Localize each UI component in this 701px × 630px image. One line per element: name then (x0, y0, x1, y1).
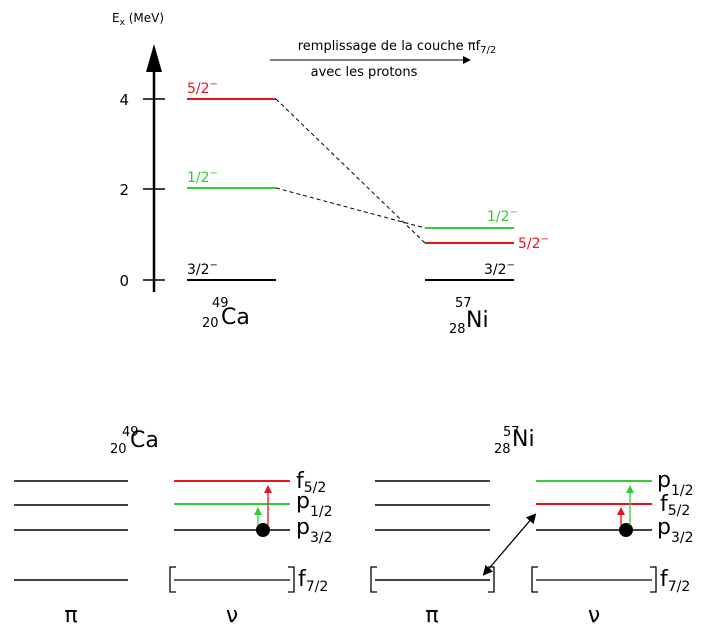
svg-text:Ni: Ni (512, 427, 535, 452)
svg-text:28: 28 (494, 442, 511, 457)
dashed-link-5-2 (275, 98, 426, 244)
filling-arrow-caption-line1: remplissage de la couche πf7/2 (298, 39, 497, 56)
ca-level-5-2-label: 5/2− (187, 79, 218, 97)
nucleus-label-ni-top: 57 28 Ni (449, 296, 489, 337)
ni-orbital-label-f72: f7/2 (660, 567, 690, 595)
svg-text:20: 20 (110, 442, 127, 457)
ni-orbital-label-f52: f5/2 (660, 492, 690, 519)
nucleus-label-ca-bottom: 49 20 Ca (110, 425, 159, 457)
dashed-link-1-2 (275, 187, 426, 229)
svg-text:Ca: Ca (221, 305, 250, 330)
energy-axis (143, 44, 165, 292)
ni-orbital-label-p12: p1/2 (657, 468, 694, 499)
ni-neutron-nu-label: ν (588, 603, 600, 628)
ni-neutron-particle (619, 523, 633, 537)
ca-proton-levels (14, 480, 128, 581)
filling-arrow-caption-line2: avec les protons (311, 65, 418, 80)
energy-axis-label: Ex (MeV) (112, 11, 164, 28)
svg-text:Ca: Ca (130, 428, 159, 453)
ca-neutron-f72-level (169, 566, 295, 593)
ni-level-3-2-label: 3/2− (484, 260, 515, 278)
ni-level-1-2-label: 1/2− (487, 207, 518, 225)
tick-label-0: 0 (119, 272, 129, 290)
svg-text:20: 20 (202, 316, 219, 331)
ca-neutron-particle (256, 523, 270, 537)
svg-text:49: 49 (212, 296, 229, 311)
nucleus-label-ca-top: 49 20 Ca (202, 296, 250, 331)
ca-orbital-label-p12: p1/2 (296, 489, 333, 520)
nucleus-label-ni-bottom: 57 28 Ni (494, 425, 535, 457)
tick-label-4: 4 (119, 91, 129, 109)
ni-orbital-label-p32: p3/2 (657, 515, 694, 546)
svg-text:28: 28 (449, 322, 466, 337)
ni-level-5-2-label: 5/2− (518, 234, 549, 252)
svg-text:57: 57 (503, 425, 520, 440)
ca-proton-pi-label: π (64, 603, 77, 628)
ni-proton-neutron-arrow (482, 513, 537, 576)
ca-orbital-label-f72: f7/2 (298, 567, 328, 595)
svg-text:Ni: Ni (466, 308, 489, 333)
tick-label-2: 2 (119, 181, 129, 199)
ni-proton-levels (370, 480, 495, 593)
ca-level-1-2-label: 1/2− (187, 168, 218, 186)
ca-orbital-label-p32: p3/2 (296, 515, 333, 546)
svg-text:57: 57 (455, 296, 472, 311)
svg-text:49: 49 (122, 425, 139, 440)
ni-neutron-f72-level (531, 566, 657, 593)
ca-neutron-nu-label: ν (226, 603, 238, 628)
ca-orbital-label-f52: f5/2 (296, 469, 326, 496)
ca-level-3-2-label: 3/2− (187, 260, 218, 278)
ni-proton-pi-label: π (425, 603, 438, 628)
